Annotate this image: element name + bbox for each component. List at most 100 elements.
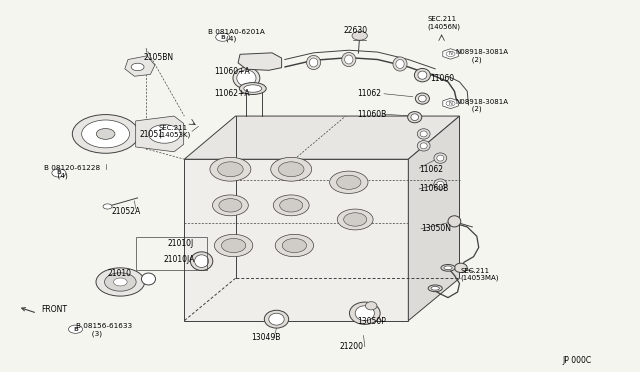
Circle shape (82, 120, 129, 148)
Text: B 081A0-6201A
        (4): B 081A0-6201A (4) (208, 29, 265, 42)
Ellipse shape (420, 131, 428, 137)
Ellipse shape (143, 137, 154, 140)
Circle shape (104, 273, 136, 291)
Ellipse shape (393, 57, 407, 71)
Ellipse shape (310, 58, 318, 67)
Text: 2105BN: 2105BN (144, 53, 174, 62)
Text: 21010JA: 21010JA (164, 255, 195, 264)
Ellipse shape (417, 129, 430, 139)
Circle shape (68, 325, 83, 333)
Circle shape (131, 63, 144, 71)
Text: 13050N: 13050N (421, 224, 451, 233)
Ellipse shape (195, 255, 209, 267)
Circle shape (280, 199, 303, 212)
Circle shape (148, 125, 180, 143)
Circle shape (96, 268, 145, 296)
Text: 21200: 21200 (339, 342, 364, 351)
Text: 11062: 11062 (357, 89, 381, 98)
Text: 11060+A: 11060+A (214, 67, 250, 76)
Circle shape (52, 169, 66, 177)
Text: 21052A: 21052A (112, 207, 141, 216)
Polygon shape (136, 116, 184, 152)
Circle shape (113, 278, 127, 286)
Ellipse shape (419, 95, 426, 102)
Text: B 08120-61228
      (4): B 08120-61228 (4) (44, 166, 100, 179)
Ellipse shape (239, 83, 266, 94)
Polygon shape (443, 49, 458, 59)
Ellipse shape (418, 71, 427, 79)
Text: B 08156-61633
       (3): B 08156-61633 (3) (76, 323, 132, 337)
Text: SEC.211
(14056N): SEC.211 (14056N) (428, 16, 461, 30)
Text: 21051: 21051 (140, 130, 164, 139)
Circle shape (214, 234, 253, 257)
Ellipse shape (342, 52, 356, 67)
Circle shape (218, 162, 243, 177)
Circle shape (271, 157, 312, 181)
Text: 21010J: 21010J (168, 239, 194, 248)
Polygon shape (125, 56, 155, 76)
Ellipse shape (415, 93, 429, 104)
Ellipse shape (441, 264, 455, 271)
Text: N08918-3081A
       (2): N08918-3081A (2) (456, 49, 509, 62)
Ellipse shape (417, 141, 430, 151)
Polygon shape (443, 98, 458, 109)
Text: 21010: 21010 (108, 269, 132, 278)
Circle shape (275, 234, 314, 257)
Ellipse shape (355, 306, 374, 321)
Circle shape (337, 209, 373, 230)
Ellipse shape (244, 85, 262, 92)
Ellipse shape (428, 285, 442, 292)
Ellipse shape (269, 313, 284, 325)
Circle shape (72, 115, 139, 153)
Text: 13050P: 13050P (357, 317, 386, 326)
Text: SEC.211
(14053MA): SEC.211 (14053MA) (461, 268, 499, 281)
Circle shape (212, 195, 248, 216)
Ellipse shape (191, 252, 212, 270)
Polygon shape (184, 116, 460, 159)
Text: 22630: 22630 (343, 26, 367, 35)
Circle shape (282, 238, 307, 253)
Text: N08918-3081A
       (2): N08918-3081A (2) (456, 99, 509, 112)
Text: 11062: 11062 (419, 165, 444, 174)
Ellipse shape (396, 60, 404, 68)
Ellipse shape (434, 179, 447, 189)
Ellipse shape (454, 263, 467, 272)
Ellipse shape (434, 153, 447, 163)
Text: B: B (220, 35, 225, 40)
Text: 11062+A: 11062+A (214, 89, 250, 98)
Text: FRONT: FRONT (42, 305, 68, 314)
Text: N: N (449, 101, 452, 106)
Ellipse shape (143, 128, 154, 131)
Polygon shape (408, 116, 460, 321)
Text: JP 000C: JP 000C (562, 356, 591, 365)
Circle shape (337, 175, 361, 189)
Text: 11060: 11060 (430, 74, 454, 83)
Circle shape (330, 171, 368, 193)
Circle shape (344, 213, 367, 226)
Circle shape (352, 31, 367, 40)
Text: 11060B: 11060B (357, 110, 387, 119)
Ellipse shape (307, 55, 321, 70)
Circle shape (210, 157, 251, 181)
Circle shape (103, 204, 112, 209)
Ellipse shape (436, 181, 444, 187)
Circle shape (273, 195, 309, 216)
Text: 11060B: 11060B (419, 185, 449, 193)
Circle shape (216, 33, 230, 41)
Circle shape (278, 162, 304, 177)
Ellipse shape (237, 70, 256, 86)
Circle shape (219, 199, 242, 212)
Ellipse shape (411, 114, 419, 121)
Text: B: B (56, 170, 61, 176)
Ellipse shape (444, 266, 452, 270)
Ellipse shape (420, 143, 428, 149)
Ellipse shape (264, 310, 289, 328)
Ellipse shape (415, 68, 431, 82)
Polygon shape (184, 159, 408, 321)
Ellipse shape (436, 155, 444, 161)
Ellipse shape (233, 67, 260, 89)
Circle shape (221, 238, 246, 253)
Text: 13049B: 13049B (251, 333, 280, 342)
Ellipse shape (344, 55, 353, 64)
Ellipse shape (365, 302, 377, 310)
